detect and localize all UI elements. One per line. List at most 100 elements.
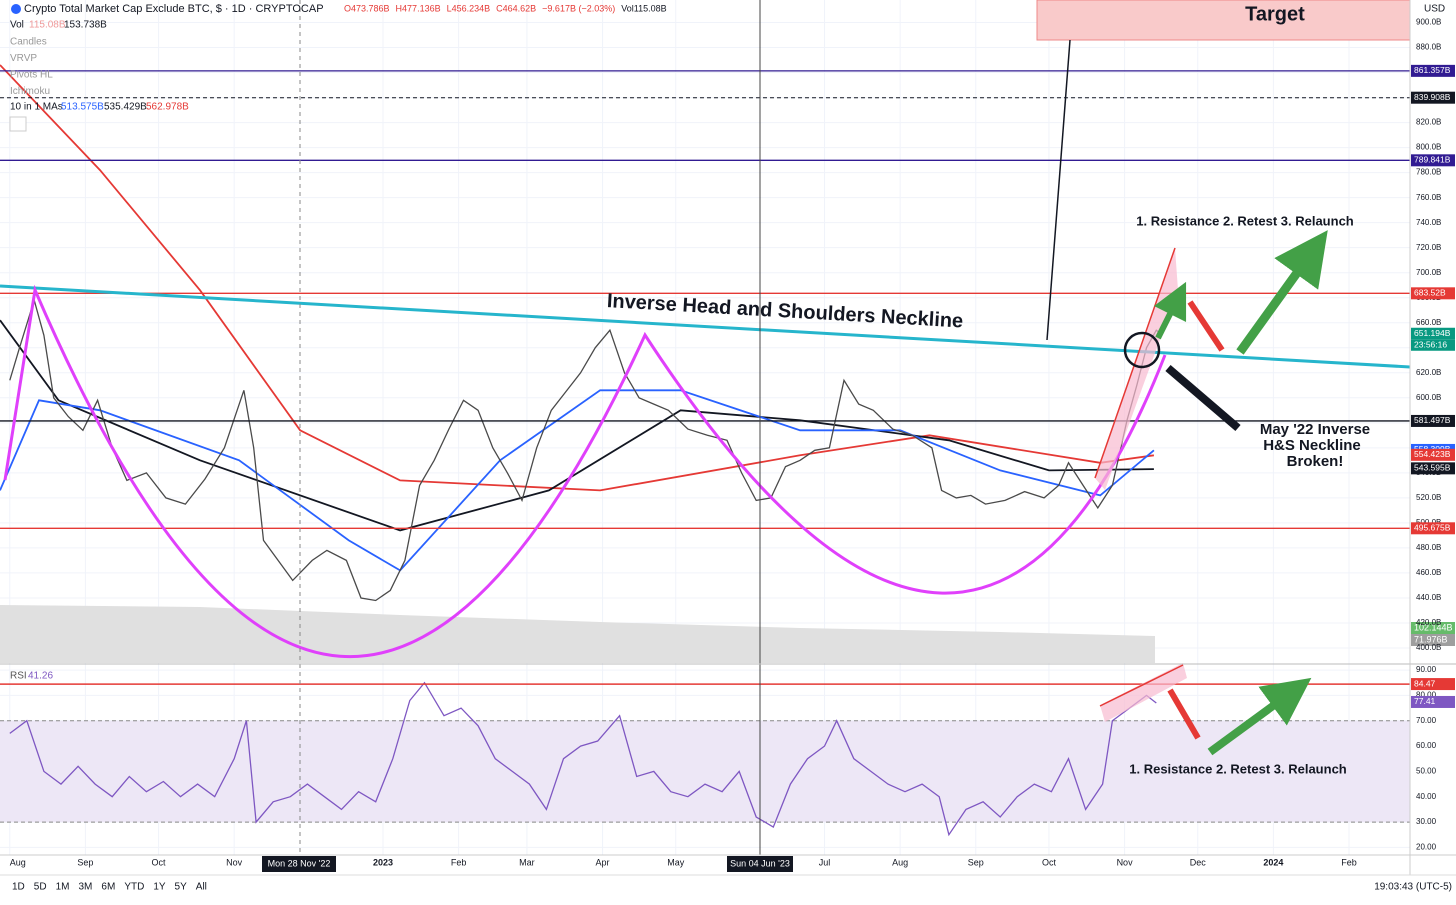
y-tick-label: 760.0B xyxy=(1416,193,1441,202)
price-badge-label: 839.908B xyxy=(1414,92,1451,102)
crosshair-badge xyxy=(262,856,336,872)
range-button[interactable]: YTD xyxy=(124,882,144,893)
ohlc-value: Vol115.08B xyxy=(621,3,666,13)
range-button[interactable]: 3M xyxy=(79,882,93,893)
price-badge xyxy=(1411,287,1455,300)
range-button[interactable]: 1D xyxy=(12,882,25,893)
rsi-channel-line xyxy=(1099,664,1184,707)
ma-label: 10 in 1 MAs xyxy=(10,102,63,113)
ohlc-value: C464.62B xyxy=(496,3,536,13)
arrow-up xyxy=(1153,281,1187,340)
volume-label: 102.144B xyxy=(1414,622,1453,632)
x-tick-label: Feb xyxy=(1341,857,1357,867)
price-badge xyxy=(1411,695,1455,708)
moving-average xyxy=(0,64,1155,492)
x-tick-label: Oct xyxy=(152,857,167,867)
broken-text: May '22 Inverse xyxy=(1260,421,1370,438)
y-tick-label: 440.0B xyxy=(1416,593,1441,602)
arrow-black xyxy=(1165,364,1241,432)
price-badge-label: 683.52B xyxy=(1414,288,1446,298)
y-tick-label: 800.0B xyxy=(1416,143,1441,152)
price-badge xyxy=(1411,327,1455,340)
range-button[interactable]: 1M xyxy=(56,882,70,893)
y-tick-label: 700.0B xyxy=(1416,268,1441,277)
crosshair-badge xyxy=(727,856,793,872)
countdown: 23:56:16 xyxy=(1414,340,1447,350)
price-badge xyxy=(1411,448,1455,461)
price-badge xyxy=(1411,678,1455,691)
y-tick-label: 480.0B xyxy=(1416,543,1441,552)
vol-ma-value: 153.738B xyxy=(64,20,107,31)
broken-text: H&S Neckline xyxy=(1263,437,1361,454)
range-button[interactable]: 5D xyxy=(34,882,47,893)
target-box xyxy=(1036,0,1411,41)
price-badge-label: 651.194B xyxy=(1414,328,1451,338)
y-tick-label: 600.0B xyxy=(1416,393,1441,402)
rsi-arrow-down xyxy=(1167,688,1201,740)
y-tick-label: 70.00 xyxy=(1416,716,1437,725)
collapse-button[interactable] xyxy=(9,116,27,132)
moving-average xyxy=(0,389,1155,572)
range-button[interactable]: 6M xyxy=(101,882,115,893)
y-tick-label: 40.00 xyxy=(1416,792,1437,801)
break-circle xyxy=(1123,331,1161,369)
plan-text: 1. Resistance 2. Retest 3. Relaunch xyxy=(1136,213,1354,228)
indicator-label: Ichimoku xyxy=(10,86,50,97)
ohlc-value: H477.136B xyxy=(396,3,441,13)
y-tick-label: 30.00 xyxy=(1416,817,1437,826)
x-tick-label: Oct xyxy=(1042,857,1057,867)
x-tick-label: Sep xyxy=(77,857,93,867)
ma-value: 535.429B xyxy=(104,102,147,113)
range-button[interactable]: 5Y xyxy=(175,882,188,893)
y-tick-label: 720.0B xyxy=(1416,243,1441,252)
price-badge-label: 554.423B xyxy=(1414,449,1451,459)
price-badge-label: 77.41 xyxy=(1414,696,1436,706)
range-button[interactable]: All xyxy=(196,882,207,893)
rsi-band xyxy=(0,720,1410,823)
price-badge-label: 84.47 xyxy=(1414,678,1436,688)
x-tick-label: Dec xyxy=(1190,857,1207,867)
ohlc-value: −9.617B (−2.03%) xyxy=(542,3,615,13)
x-tick-label: Apr xyxy=(596,857,610,867)
volume-badge xyxy=(1411,622,1455,634)
price-badge-label: 581.497B xyxy=(1414,415,1451,425)
y-tick-label: 90.00 xyxy=(1416,665,1437,674)
indicator-label: VRVP xyxy=(10,53,37,64)
rsi-channel xyxy=(1100,663,1187,722)
price-badge xyxy=(1411,414,1455,427)
x-tick-label: Feb xyxy=(451,857,467,867)
y-tick-label: 880.0B xyxy=(1416,43,1441,52)
volume-area xyxy=(0,605,1155,663)
volume-label: 71.976B xyxy=(1414,634,1448,644)
symbol-icon xyxy=(11,4,21,14)
neckline xyxy=(0,284,1411,369)
range-button[interactable]: 1Y xyxy=(153,882,166,893)
price-badge xyxy=(1411,154,1455,167)
price-badge-label: 495.675B xyxy=(1414,523,1451,533)
moving-average xyxy=(0,319,1154,532)
x-tick-label: Aug xyxy=(10,857,26,867)
price-badge xyxy=(1411,64,1455,77)
x-tick-label: Nov xyxy=(226,857,243,867)
arrow-down xyxy=(1187,300,1225,352)
x-tick-label: Jul xyxy=(819,857,831,867)
toolbar: 1D 5D 1M 3M 6M YTD 1Y 5Y All xyxy=(12,882,207,893)
rsi-plan-text: 1. Resistance 2. Retest 3. Relaunch xyxy=(1129,761,1347,776)
plot xyxy=(0,64,1410,837)
x-tick-label: Mar xyxy=(519,857,535,867)
x-tick-label: Nov xyxy=(1117,857,1134,867)
price-badge xyxy=(1411,522,1455,535)
y-tick-label: 50.00 xyxy=(1416,767,1437,776)
price-line xyxy=(9,297,1162,602)
ma-value: 562.978B xyxy=(146,102,189,113)
y-tick-label: 780.0B xyxy=(1416,168,1441,177)
arrow-relaunch xyxy=(1236,230,1328,355)
rsi-value: 41.26 xyxy=(28,671,53,682)
clock: 19:03:43 (UTC-5) xyxy=(1374,882,1452,893)
y-tick-label: 520.0B xyxy=(1416,493,1441,502)
x-tick-label: Sep xyxy=(968,857,984,867)
rsi-label: RSI xyxy=(10,671,27,682)
rsi-line xyxy=(9,681,1157,837)
x-tick-label: 2024 xyxy=(1263,857,1283,867)
